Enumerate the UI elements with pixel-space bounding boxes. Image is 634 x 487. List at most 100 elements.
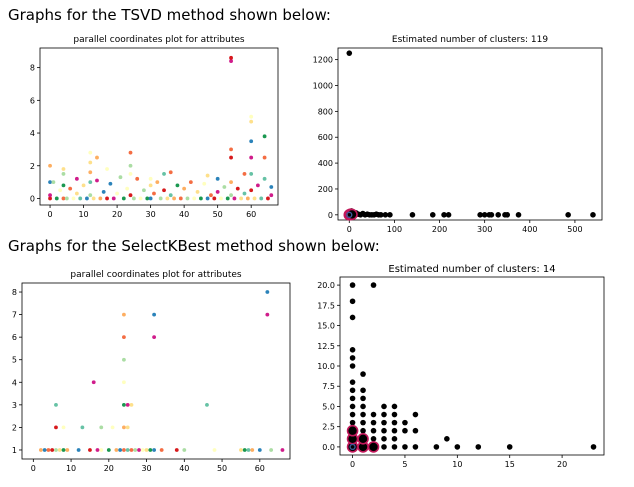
y-tick-label: 15.0 [317, 322, 335, 331]
data-point [242, 448, 247, 452]
data-point [91, 196, 96, 201]
cluster-centroid [346, 424, 359, 437]
data-point [444, 436, 450, 442]
data-point [118, 175, 123, 180]
data-point [165, 196, 170, 201]
x-tick-label: 0 [48, 210, 53, 219]
data-point [370, 282, 377, 288]
data-point [74, 176, 79, 181]
y-tick-label: 0 [30, 194, 35, 203]
data-point [215, 176, 220, 181]
data-point [249, 155, 254, 160]
data-point [122, 448, 126, 452]
data-point [61, 448, 66, 452]
data-point [269, 448, 274, 452]
y-tick-label: 1 [12, 446, 17, 455]
data-point [174, 448, 179, 452]
data-point [61, 183, 66, 188]
data-point [152, 448, 157, 452]
data-point [382, 212, 389, 218]
x-tick-label: 10 [66, 464, 76, 473]
data-point [242, 191, 247, 196]
data-point [188, 180, 193, 185]
data-point [205, 173, 210, 178]
data-point [370, 411, 377, 418]
data-point [280, 448, 285, 452]
data-point [88, 160, 93, 165]
data-point [515, 212, 522, 218]
plot-frame [339, 276, 605, 456]
data-point [122, 380, 126, 385]
data-point [192, 196, 197, 201]
data-point [88, 150, 93, 155]
data-point [68, 186, 73, 191]
chart-title: parallel coordinates plot for attributes [73, 35, 244, 45]
data-point [412, 411, 419, 418]
x-tick-label: 10 [78, 210, 88, 219]
data-point [74, 191, 79, 196]
data-point [370, 436, 377, 442]
data-point [250, 448, 255, 452]
data-point [54, 402, 58, 407]
y-tick-label: 800 [318, 107, 333, 116]
data-point [105, 167, 109, 171]
data-point [114, 448, 119, 452]
tsvd-parallel-chart: parallel coordinates plot for attributes… [30, 35, 279, 219]
x-tick-label: 400 [522, 225, 537, 234]
data-point [148, 176, 153, 181]
plot-frame [21, 282, 291, 460]
data-point [148, 183, 153, 188]
chart-title: Estimated number of clusters: 14 [388, 264, 555, 275]
data-point [61, 425, 66, 430]
data-point [54, 425, 58, 430]
y-tick-label: 7 [12, 311, 17, 320]
y-tick-label: 200 [318, 185, 333, 194]
data-point [381, 427, 387, 434]
y-tick-label: 7.5 [322, 382, 335, 391]
data-point [266, 196, 270, 201]
data-point [249, 119, 254, 124]
data-point [145, 196, 150, 201]
data-point [391, 419, 398, 426]
data-point [135, 176, 140, 181]
data-point [242, 172, 247, 176]
data-point [128, 172, 133, 176]
data-point [152, 191, 156, 196]
x-tick-label: 0 [347, 225, 352, 234]
y-tick-label: 1200 [313, 56, 333, 65]
data-point [128, 163, 133, 168]
cluster-centroid-core [346, 211, 353, 219]
data-point [381, 411, 387, 418]
data-point [51, 180, 56, 185]
cluster-centroid-core [349, 443, 356, 451]
data-point [229, 147, 233, 152]
y-tick-label: 4 [12, 378, 17, 387]
data-point [429, 212, 436, 218]
data-point [349, 298, 356, 305]
data-point [257, 448, 262, 452]
x-tick-label: 20 [112, 210, 122, 219]
data-point [475, 444, 482, 450]
data-point [488, 212, 495, 218]
data-point [346, 50, 353, 56]
data-point [590, 212, 596, 218]
data-point [115, 191, 119, 196]
data-point [91, 380, 96, 385]
data-point [219, 196, 223, 201]
data-point [229, 180, 233, 185]
data-point [402, 419, 408, 426]
x-tick-label: 15 [505, 460, 515, 469]
data-point [349, 419, 356, 426]
data-point [144, 448, 149, 452]
tsvd-clusters-chart: Estimated number of clusters: 119 0 100 200… [313, 35, 603, 234]
data-point [360, 387, 366, 394]
data-point [262, 134, 267, 139]
data-point [265, 312, 270, 317]
data-point [155, 180, 160, 185]
cluster-centroid [367, 441, 380, 453]
data-point [495, 212, 502, 218]
data-point [349, 403, 356, 410]
data-point [239, 196, 244, 201]
data-point [412, 427, 419, 434]
data-point [209, 193, 213, 198]
